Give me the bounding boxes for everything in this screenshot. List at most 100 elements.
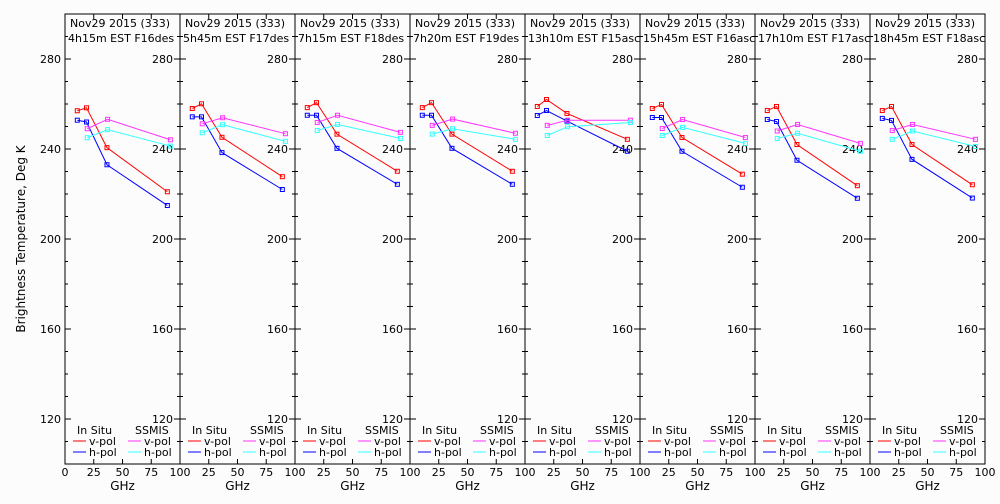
ssmis-h-point: [84, 135, 90, 141]
insitu-v-point: [534, 103, 540, 109]
x-tick-label: 50: [461, 466, 475, 479]
insitu-v-point: [649, 106, 655, 111]
legend-insitu-v-label: v-pol: [89, 435, 116, 448]
ssmis-h-line: [432, 128, 516, 140]
legend-ssmis-v-label: v-pol: [949, 435, 976, 448]
y-tick-label: 280: [497, 53, 518, 66]
ssmis-h-point: [774, 135, 780, 141]
legend-ssmis-v-label: v-pol: [144, 435, 171, 448]
insitu-h-point: [909, 156, 915, 162]
y-tick-label: 160: [382, 323, 403, 336]
panel-title-time: 4h15m EST F16des: [68, 32, 174, 45]
ssmis-h-point: [450, 126, 456, 132]
legend-insitu-h-label: h-pol: [204, 446, 232, 459]
x-tick-label: 75: [374, 466, 388, 479]
x-tick-label: 100: [400, 466, 421, 479]
legend-insitu-v-label: v-pol: [549, 435, 576, 448]
insitu-h-line: [767, 119, 858, 199]
ssmis-v-point: [397, 129, 403, 135]
ssmis-h-point: [795, 130, 801, 136]
panel-title-date: Nov29 2015 (333): [645, 17, 745, 30]
y-tick-label: 160: [40, 323, 61, 336]
panel-title-time: 13h10m EST F15asc: [528, 32, 640, 45]
y-tick-label: 200: [40, 233, 61, 246]
panel-2: Nov29 2015 (333) 5h45m EST F17des 120 160 20…: [179, 13, 306, 493]
ssmis-v-point: [680, 117, 686, 123]
insitu-v-point: [84, 105, 90, 111]
x-tick-label: 50: [921, 466, 935, 479]
insitu-h-point: [394, 181, 400, 187]
ssmis-v-point: [972, 136, 978, 142]
x-tick-label: 100: [515, 466, 536, 479]
ssmis-v-point: [429, 122, 435, 128]
x-tick-label: 50: [691, 466, 705, 479]
legend-insitu-h-label: h-pol: [434, 446, 462, 459]
y-tick-label: 200: [612, 233, 633, 246]
legend-insitu-v-label: v-pol: [894, 435, 921, 448]
panel-title-time: 17h10m EST F17asc: [758, 32, 870, 45]
legend-ssmis-h-label: h-pol: [604, 446, 632, 459]
insitu-h-point: [314, 112, 320, 118]
ssmis-v-point: [314, 119, 320, 125]
legend-insitu-v-label: v-pol: [204, 435, 231, 448]
insitu-v-point: [764, 108, 770, 114]
y-tick-label: 280: [957, 53, 978, 66]
panel-title-time: 7h15m EST F18des: [298, 32, 404, 45]
x-tick-label: 50: [231, 466, 245, 479]
insitu-h-point: [334, 145, 340, 151]
y-tick-label: 280: [40, 53, 61, 66]
ssmis-v-point: [565, 117, 571, 123]
insitu-v-point: [794, 142, 800, 147]
insitu-h-point: [889, 117, 895, 123]
ssmis-v-point: [742, 135, 748, 141]
legend-insitu-h-label: h-pol: [549, 446, 577, 459]
insitu-v-point: [774, 103, 780, 109]
insitu-h-point: [104, 162, 110, 168]
x-tick-label: 75: [719, 466, 733, 479]
ssmis-v-point: [199, 121, 205, 127]
panel-title-date: Nov29 2015 (333): [875, 17, 975, 30]
insitu-h-point: [419, 112, 425, 118]
legend-insitu-title: In Situ: [307, 424, 342, 437]
y-tick-label: 120: [40, 413, 61, 426]
insitu-v-line: [422, 101, 513, 172]
legend-ssmis-title: SSMIS: [250, 424, 284, 437]
y-tick-label: 160: [267, 323, 288, 336]
insitu-v-point: [969, 182, 975, 188]
ssmis-v-line: [432, 118, 516, 134]
ssmis-h-point: [282, 138, 288, 144]
ssmis-h-line: [662, 126, 746, 144]
insitu-v-point: [334, 131, 340, 137]
legend-ssmis-v-label: v-pol: [834, 435, 861, 448]
x-axis-label: GHz: [110, 479, 135, 493]
ssmis-v-line: [202, 117, 286, 135]
legend-ssmis-title: SSMIS: [825, 424, 859, 437]
insitu-h-point: [279, 187, 285, 192]
y-tick-label: 200: [267, 233, 288, 246]
insitu-v-point: [304, 105, 310, 111]
ssmis-v-point: [512, 130, 518, 136]
insitu-h-line: [307, 114, 398, 185]
y-tick-label: 120: [382, 413, 403, 426]
ssmis-h-point: [199, 130, 205, 136]
legend-ssmis-h-label: h-pol: [719, 446, 747, 459]
ssmis-v-point: [544, 122, 550, 128]
insitu-v-line: [882, 105, 973, 186]
panel-5: Nov29 2015 (333) 13h10m EST F15asc 120 160 2…: [524, 13, 651, 493]
insitu-v-line: [192, 103, 283, 178]
panel-1: Nov29 2015 (333) 4h15m EST F16des 120 120 16…: [40, 13, 191, 493]
x-tick-label: 100: [745, 466, 766, 479]
insitu-h-point: [969, 195, 975, 201]
y-tick-label: 200: [152, 233, 173, 246]
legend-ssmis-title: SSMIS: [940, 424, 974, 437]
legend-ssmis-h-label: h-pol: [489, 446, 517, 459]
panel-title-date: Nov29 2015 (333): [415, 17, 515, 30]
panel-title-time: 7h20m EST F19des: [413, 32, 519, 45]
y-tick-label: 160: [727, 323, 748, 336]
y-tick-label: 280: [612, 53, 633, 66]
legend-ssmis-h-label: h-pol: [144, 446, 172, 459]
x-tick-label: 25: [777, 466, 791, 479]
y-tick-label: 120: [842, 413, 863, 426]
insitu-v-point: [679, 135, 685, 141]
